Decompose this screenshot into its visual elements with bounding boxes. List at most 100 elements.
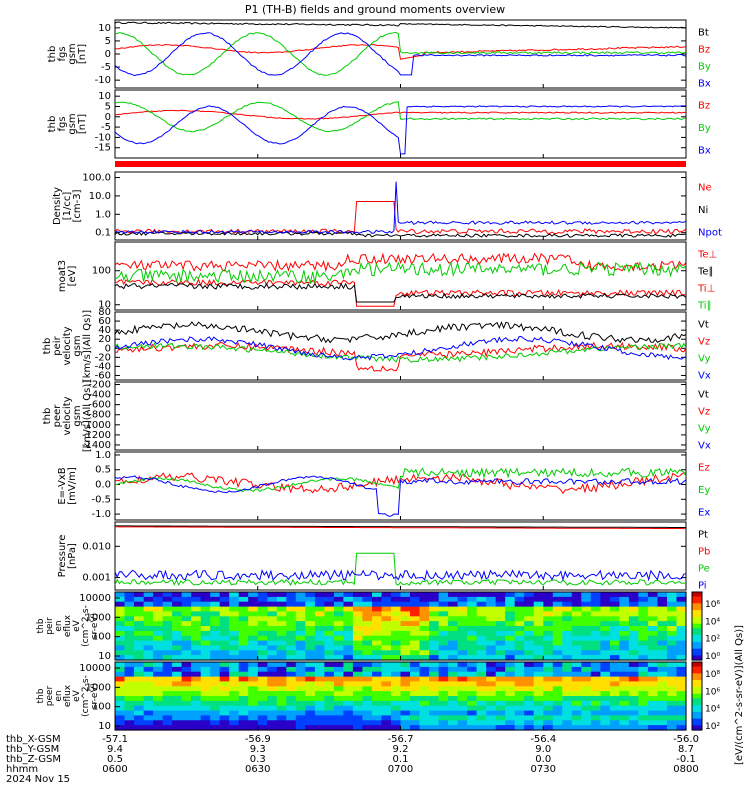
spectrogram-cell bbox=[324, 662, 335, 668]
spectrogram-cell bbox=[676, 616, 687, 622]
spectrogram-cell bbox=[486, 650, 497, 656]
spectrogram-cell bbox=[314, 621, 325, 627]
y-tick-label: -1200 bbox=[82, 430, 111, 441]
spectrogram-cell bbox=[600, 640, 611, 647]
spectrogram-cell bbox=[305, 592, 316, 598]
y-axis-label: Density bbox=[52, 187, 63, 225]
spectrogram-cell bbox=[647, 686, 658, 692]
spectrogram-cell bbox=[229, 671, 240, 678]
spectrogram-cell bbox=[647, 611, 658, 617]
colorbar-cell bbox=[692, 689, 702, 693]
spectrogram-cell bbox=[628, 650, 639, 656]
spectrogram-cell bbox=[381, 616, 392, 622]
legend-Ex: Ex bbox=[698, 508, 710, 519]
spectrogram-cell bbox=[647, 616, 658, 622]
spectrogram-cell bbox=[657, 650, 668, 656]
spectrogram-cell bbox=[457, 630, 468, 637]
spectrogram-cell bbox=[305, 686, 316, 692]
spectrogram-cell bbox=[276, 696, 287, 702]
spectrogram-cell bbox=[286, 662, 297, 668]
spectrogram-cell bbox=[533, 662, 544, 668]
spectrogram-cell bbox=[219, 691, 230, 697]
spectrogram-cell bbox=[352, 696, 363, 702]
spectrogram-cell bbox=[552, 606, 563, 613]
spectrogram-cell bbox=[181, 655, 192, 661]
spectrogram-cell bbox=[438, 655, 449, 661]
spectrogram-cell bbox=[162, 655, 173, 661]
spectrogram-cell bbox=[552, 635, 563, 642]
spectrogram-cell bbox=[276, 691, 287, 697]
spectrogram-cell bbox=[419, 725, 430, 731]
spectrogram-cell bbox=[628, 715, 639, 721]
spectrogram-cell bbox=[238, 596, 249, 603]
spectrogram-cell bbox=[248, 640, 259, 647]
spectrogram-cell bbox=[381, 601, 392, 608]
spectrogram-cell bbox=[248, 700, 259, 707]
spectrogram-cell bbox=[619, 601, 630, 608]
ephemeris-label: thb_X-GSM bbox=[6, 734, 61, 745]
spectrogram-cell bbox=[676, 691, 687, 697]
series-line-Bx bbox=[114, 105, 687, 155]
spectrogram-cell bbox=[448, 645, 459, 651]
spectrogram-cell bbox=[667, 725, 678, 731]
spectrogram-cell bbox=[362, 676, 373, 683]
spectrogram-cell bbox=[124, 681, 135, 687]
spectrogram-cell bbox=[429, 662, 440, 668]
spectrogram-cell bbox=[647, 626, 658, 632]
spectrogram-cell bbox=[314, 616, 325, 622]
spectrogram-cell bbox=[581, 626, 592, 632]
spectrogram-cell bbox=[590, 596, 601, 603]
spectrogram-cell bbox=[552, 640, 563, 647]
spectrogram-cell bbox=[667, 655, 678, 661]
spectrogram-cell bbox=[343, 681, 354, 687]
spectrogram-cell bbox=[286, 700, 297, 707]
spectrogram-cell bbox=[362, 715, 373, 721]
spectrogram-cell bbox=[324, 635, 335, 642]
spectrogram-cell bbox=[181, 611, 192, 617]
spectrogram-cell bbox=[486, 611, 497, 617]
colorbar-tick: 10⁰ bbox=[705, 652, 720, 662]
spectrogram-cell bbox=[314, 606, 325, 613]
spectrogram-cell bbox=[257, 630, 268, 637]
spectrogram-cell bbox=[295, 696, 306, 702]
spectrogram-cell bbox=[400, 596, 411, 603]
spectrogram-cell bbox=[238, 655, 249, 661]
colorbar-cell bbox=[692, 662, 702, 665]
spectrogram-cell bbox=[143, 686, 154, 692]
spectrogram-cell bbox=[676, 640, 687, 647]
y-tick-label: 0 bbox=[105, 49, 111, 60]
spectrogram-cell bbox=[352, 606, 363, 613]
spectrogram-cell bbox=[590, 710, 601, 717]
spectrogram-cell bbox=[600, 710, 611, 717]
spectrogram-cell bbox=[647, 720, 658, 726]
spectrogram-cell bbox=[448, 601, 459, 608]
spectrogram-cell bbox=[457, 635, 468, 642]
spectrogram-cell bbox=[191, 671, 202, 678]
spectrogram-cell bbox=[267, 671, 278, 678]
spectrogram-cell bbox=[476, 676, 487, 683]
time-tick-label: 0700 bbox=[388, 764, 413, 775]
spectrogram-cell bbox=[410, 616, 421, 622]
spectrogram-cell bbox=[505, 596, 516, 603]
spectrogram-cell bbox=[219, 681, 230, 687]
spectrogram-cell bbox=[314, 655, 325, 661]
spectrogram-cell bbox=[229, 700, 240, 707]
spectrogram-cell bbox=[619, 606, 630, 613]
spectrogram-cell bbox=[571, 700, 582, 707]
spectrogram-cell bbox=[457, 650, 468, 656]
spectrogram-cell bbox=[372, 696, 383, 702]
spectrogram-cell bbox=[276, 616, 287, 622]
spectrogram-cell bbox=[200, 700, 211, 707]
spectrogram-cell bbox=[457, 626, 468, 632]
spectrogram-cell bbox=[314, 700, 325, 707]
spectrogram-cell bbox=[305, 621, 316, 627]
spectrogram-cell bbox=[628, 611, 639, 617]
spectrogram-cell bbox=[134, 725, 145, 731]
y-axis-label: thb bbox=[47, 116, 58, 133]
spectrogram-cell bbox=[438, 626, 449, 632]
spectrogram-cell bbox=[590, 720, 601, 726]
colorbar-cell bbox=[692, 635, 702, 638]
spectrogram-cell bbox=[562, 700, 573, 707]
spectrogram-cell bbox=[381, 715, 392, 721]
spectrogram-cell bbox=[172, 671, 183, 678]
